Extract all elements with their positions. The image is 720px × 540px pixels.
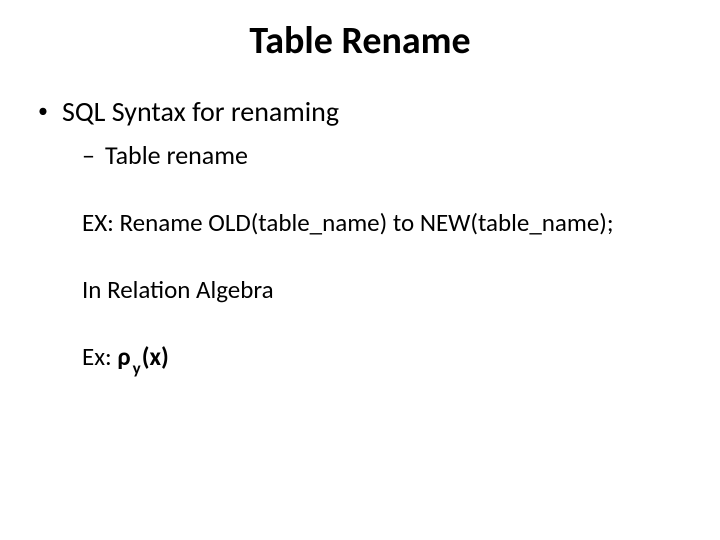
bullet-level-2: – Table rename (82, 139, 690, 171)
bullet-marker-dot-icon: • (38, 94, 48, 128)
example-ra-prefix: Ex: (82, 341, 117, 372)
example-ra-rho: ρ (117, 341, 130, 372)
slide-title: Table Rename (30, 18, 690, 64)
bullet-level-1-text: SQL Syntax for renaming (62, 94, 339, 129)
example-ra-suffix: (x) (142, 341, 169, 372)
example-sql-line: EX: Rename OLD(table_name) to NEW(table_… (82, 207, 690, 238)
example-ra-line: Ex: ρy(x) (82, 341, 690, 376)
bullet-marker-dash-icon: – (82, 139, 95, 171)
slide: Table Rename • SQL Syntax for renaming –… (0, 0, 720, 540)
example-ra-subscript: y (133, 358, 141, 379)
bullet-level-1: • SQL Syntax for renaming (38, 94, 690, 129)
bullet-level-2-text: Table rename (105, 139, 248, 171)
relation-algebra-line: In Relation Algebra (82, 274, 690, 305)
